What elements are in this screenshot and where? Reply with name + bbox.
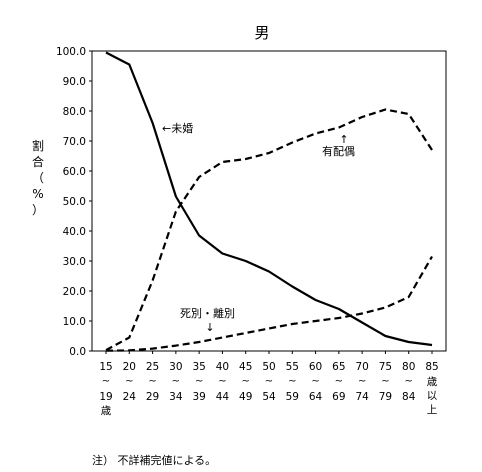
y-tick-label: 80.0	[63, 106, 86, 118]
x-tick-top: 75	[379, 361, 392, 373]
x-tick-bottom: 49	[239, 391, 252, 403]
y-tick-label: 50.0	[63, 196, 86, 208]
x-tick-top: 25	[146, 361, 159, 373]
x-tick-tilde: ~	[125, 376, 133, 387]
x-tick-bottom: 34	[169, 391, 183, 403]
y-tick-label: 20.0	[63, 286, 86, 298]
x-tick-top: 30	[169, 361, 182, 373]
x-tick-bottom: 64	[309, 391, 323, 403]
y-tick-label: 30.0	[63, 256, 86, 268]
x-tick-bottom: 59	[286, 391, 299, 403]
x-axis-ticks: 15 ~19 歳 20 ~24 25 ~29 30 ~34 35 ~39 40 ~44 45 ~49 50 ~5…	[99, 351, 439, 417]
x-tick-tilde: ~	[242, 376, 250, 387]
x-tick-tilde: ~	[102, 376, 110, 387]
series-line-yuhaiguu	[105, 108, 433, 352]
x-tick-tilde: ~	[218, 376, 226, 387]
x-tick-stack-char: 以	[427, 390, 438, 402]
x-tick-top: 15	[99, 361, 112, 373]
label-yuhaiguu: 有配偶	[322, 144, 355, 158]
y-tick-label: 40.0	[63, 226, 86, 238]
y-tick-label: 60.0	[63, 166, 86, 178]
x-tick-bottom: 24	[123, 391, 137, 403]
x-tick-top: 40	[216, 361, 229, 373]
x-tick-bottom: 84	[402, 391, 416, 403]
y-tick-label: 100.0	[56, 46, 86, 58]
x-tick-bottom: 44	[216, 391, 230, 403]
x-tick-tilde: ~	[288, 376, 296, 387]
x-tick-stack-char: 上	[427, 404, 438, 416]
y-label-char: %	[32, 187, 43, 201]
plot-area	[91, 50, 447, 352]
x-tick-tilde: ~	[311, 376, 319, 387]
x-tick-bottom: 39	[192, 391, 205, 403]
x-tick-top: 35	[192, 361, 205, 373]
x-tick-top: 85	[425, 361, 438, 373]
label-mikon: ←未婚	[162, 121, 193, 135]
x-tick-tilde: ~	[148, 376, 156, 387]
x-tick-suffix: 歳	[101, 405, 112, 417]
x-tick-bottom: 54	[262, 391, 276, 403]
label-shibetsu-ribetsu: 死別・離別	[180, 306, 235, 320]
y-tick-label: 70.0	[63, 136, 86, 148]
x-tick-top: 80	[402, 361, 415, 373]
x-tick-bottom: 79	[379, 391, 392, 403]
chart-title: 男	[254, 24, 269, 42]
x-tick-top: 55	[286, 361, 299, 373]
y-tick-label: 10.0	[63, 316, 86, 328]
x-tick-top: 45	[239, 361, 252, 373]
footnote: 注） 不詳補完値による。	[92, 454, 217, 467]
x-tick-tilde: ~	[335, 376, 343, 387]
x-tick-top: 60	[309, 361, 322, 373]
x-tick-top: 20	[123, 361, 136, 373]
series-line-mikon	[105, 51, 433, 347]
y-label-char: 合	[32, 154, 44, 169]
y-label-char: ）	[32, 203, 44, 217]
arrow-yuhaiguu: ↑	[339, 133, 348, 146]
x-tick-top: 50	[262, 361, 275, 373]
x-tick-bottom: 29	[146, 391, 159, 403]
x-tick-tilde: ~	[405, 376, 413, 387]
x-tick-top: 70	[355, 361, 368, 373]
x-tick-bottom: 74	[355, 391, 369, 403]
x-tick-tilde: ~	[381, 376, 389, 387]
x-tick-tilde: ~	[172, 376, 180, 387]
y-label-char: 割	[32, 138, 44, 153]
x-tick-stack-char: 歳	[427, 376, 438, 388]
y-tick-label: 0.0	[69, 346, 86, 358]
x-tick-bottom: 19	[99, 391, 112, 403]
series-lines	[105, 51, 433, 352]
y-label-char: （	[32, 171, 44, 185]
y-tick-label: 90.0	[63, 76, 86, 88]
y-axis-label: 割合 （% ）	[32, 138, 44, 217]
y-axis-ticks: 0.0 10.0 20.0 30.0 40.0 50.0 60.0 70.0 80.0 90.0 1…	[56, 46, 92, 358]
x-tick-tilde: ~	[358, 376, 366, 387]
series-line-shibetsu-ribetsu	[105, 255, 433, 352]
x-tick-tilde: ~	[195, 376, 203, 387]
x-tick-tilde: ~	[265, 376, 273, 387]
x-tick-top: 65	[332, 361, 345, 373]
arrow-shibetsu-ribetsu: ↓	[205, 321, 214, 334]
x-tick-bottom: 69	[332, 391, 345, 403]
